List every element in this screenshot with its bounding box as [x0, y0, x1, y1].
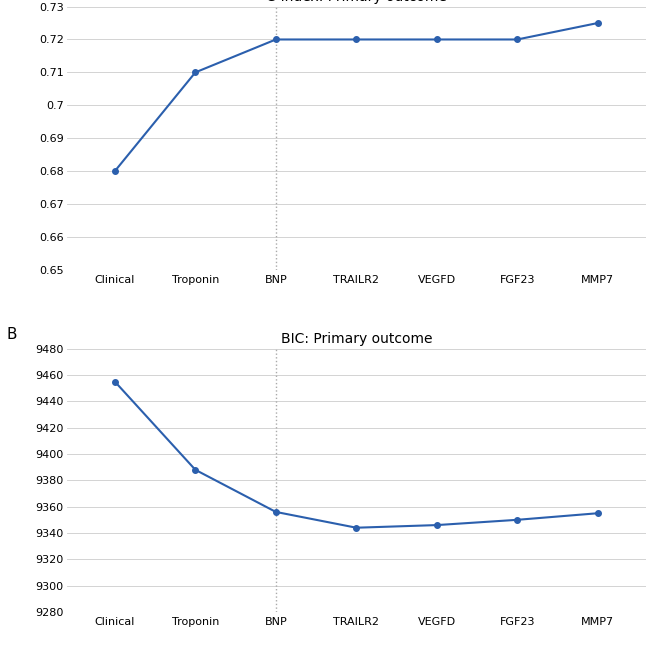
Title: C-Index: Primary outcome: C-Index: Primary outcome: [266, 0, 447, 4]
Text: B: B: [7, 327, 17, 342]
Title: BIC: Primary outcome: BIC: Primary outcome: [280, 332, 432, 346]
